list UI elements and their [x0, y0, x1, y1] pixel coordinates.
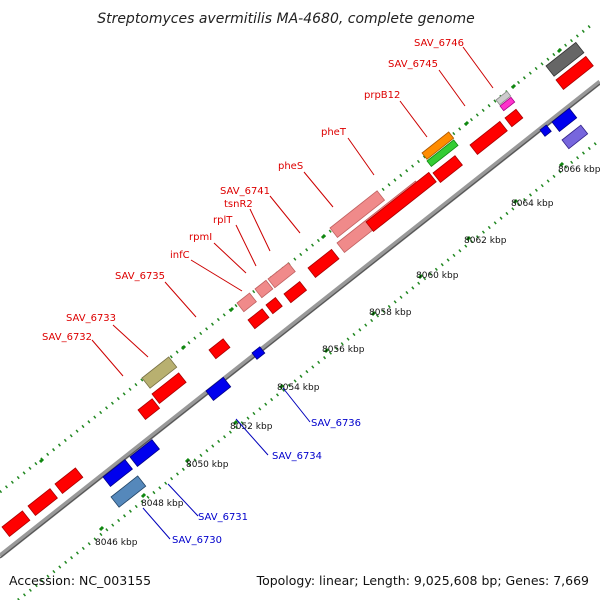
genome-summary-text: Topology: linear; Length: 9,025,608 bp; … — [256, 573, 589, 588]
outer-dotted-track-upper — [0, 24, 591, 494]
tick-label-8054: 8054 kbp — [277, 383, 320, 393]
gene-red[interactable] — [151, 372, 187, 404]
gene-red[interactable] — [283, 281, 308, 304]
label-SAV_6732[interactable]: SAV_6732 — [42, 332, 92, 343]
tick-label-8066: 8066 kbp — [558, 165, 600, 175]
label-SAV_6730[interactable]: SAV_6730 — [172, 535, 222, 546]
gene-rna[interactable] — [236, 292, 257, 313]
label-SAV_6735[interactable]: SAV_6735 — [115, 271, 165, 282]
tick-label-8056: 8056 kbp — [322, 345, 365, 355]
outer-dotted-track-lower — [17, 138, 600, 600]
gene-slateblue[interactable] — [561, 124, 589, 150]
label-SAV_6741[interactable]: SAV_6741 — [220, 186, 270, 197]
label-pheS[interactable]: pheS — [278, 161, 303, 172]
gene-red[interactable] — [247, 308, 270, 330]
gene-red[interactable] — [365, 171, 437, 232]
reverse-labels: SAV_6730 SAV_6731 SAV_6734 SAV_6736 — [172, 418, 361, 546]
label-SAV_6746[interactable]: SAV_6746 — [414, 38, 464, 49]
gene-red[interactable] — [307, 248, 340, 278]
label-rplT[interactable]: rplT — [213, 215, 233, 226]
gene-red[interactable] — [208, 338, 231, 360]
gene-blue[interactable] — [102, 459, 133, 487]
label-infC[interactable]: infC — [170, 250, 190, 261]
tick-label-8046: 8046 kbp — [95, 538, 138, 548]
gene-blue[interactable] — [129, 439, 160, 467]
gene-orange[interactable] — [421, 131, 455, 160]
label-SAV_6733[interactable]: SAV_6733 — [66, 313, 116, 324]
label-SAV_6745[interactable]: SAV_6745 — [388, 59, 438, 70]
label-pheT[interactable]: pheT — [321, 127, 347, 138]
gene-blue[interactable] — [205, 376, 232, 401]
gene-blue[interactable] — [539, 124, 552, 137]
gene-grey-dark[interactable] — [545, 41, 585, 77]
tick-label-8060: 8060 kbp — [416, 271, 459, 281]
label-SAV_6734[interactable]: SAV_6734 — [272, 451, 322, 462]
gene-grey-light[interactable] — [495, 90, 512, 106]
gene-pheS[interactable] — [329, 190, 386, 238]
gene-red[interactable] — [504, 108, 524, 128]
tick-label-8064: 8064 kbp — [511, 199, 554, 209]
gene-rna[interactable] — [254, 279, 274, 299]
accession-text: Accession: NC_003155 — [9, 573, 151, 588]
gene-magenta[interactable] — [499, 96, 516, 112]
label-tsnR2[interactable]: tsnR2 — [224, 199, 253, 210]
tick-marks — [98, 161, 565, 532]
backbone-line — [0, 80, 600, 558]
gene-green[interactable] — [426, 139, 459, 168]
forward-leader-lines — [91, 46, 494, 377]
tick-label-8058: 8058 kbp — [369, 308, 412, 318]
tick-label-8052: 8052 kbp — [230, 422, 273, 432]
gene-red[interactable] — [469, 120, 508, 155]
label-prpB12[interactable]: prpB12 — [364, 90, 400, 101]
gene-red[interactable] — [27, 488, 58, 516]
gene-red[interactable] — [54, 467, 84, 494]
gene-rna[interactable] — [267, 262, 296, 289]
gene-red[interactable] — [137, 398, 161, 420]
map-title: Streptomyces avermitilis MA-4680, comple… — [97, 11, 475, 27]
gene-red[interactable] — [1, 510, 31, 537]
gene-red[interactable] — [555, 55, 594, 90]
reverse-leader-lines — [142, 387, 311, 540]
forward-labels: SAV_6732 SAV_6733 SAV_6735 infC rpmI rpl… — [42, 38, 464, 343]
gene-olive[interactable] — [141, 356, 178, 389]
label-SAV_6731[interactable]: SAV_6731 — [198, 512, 248, 523]
label-rpmI[interactable]: rpmI — [189, 232, 212, 243]
tick-label-8050: 8050 kbp — [186, 460, 229, 470]
gene-blocks — [1, 41, 594, 537]
gene-blue[interactable] — [551, 107, 578, 132]
tick-label-8062: 8062 kbp — [464, 236, 507, 246]
backbone-line-shadow — [0, 83, 600, 559]
gene-blue[interactable] — [251, 346, 266, 360]
tick-label-8048: 8048 kbp — [141, 499, 184, 509]
gene-red[interactable] — [432, 155, 463, 183]
gene-red[interactable] — [265, 297, 283, 315]
label-SAV_6736[interactable]: SAV_6736 — [311, 418, 361, 429]
gene-steelblue[interactable] — [110, 475, 147, 508]
